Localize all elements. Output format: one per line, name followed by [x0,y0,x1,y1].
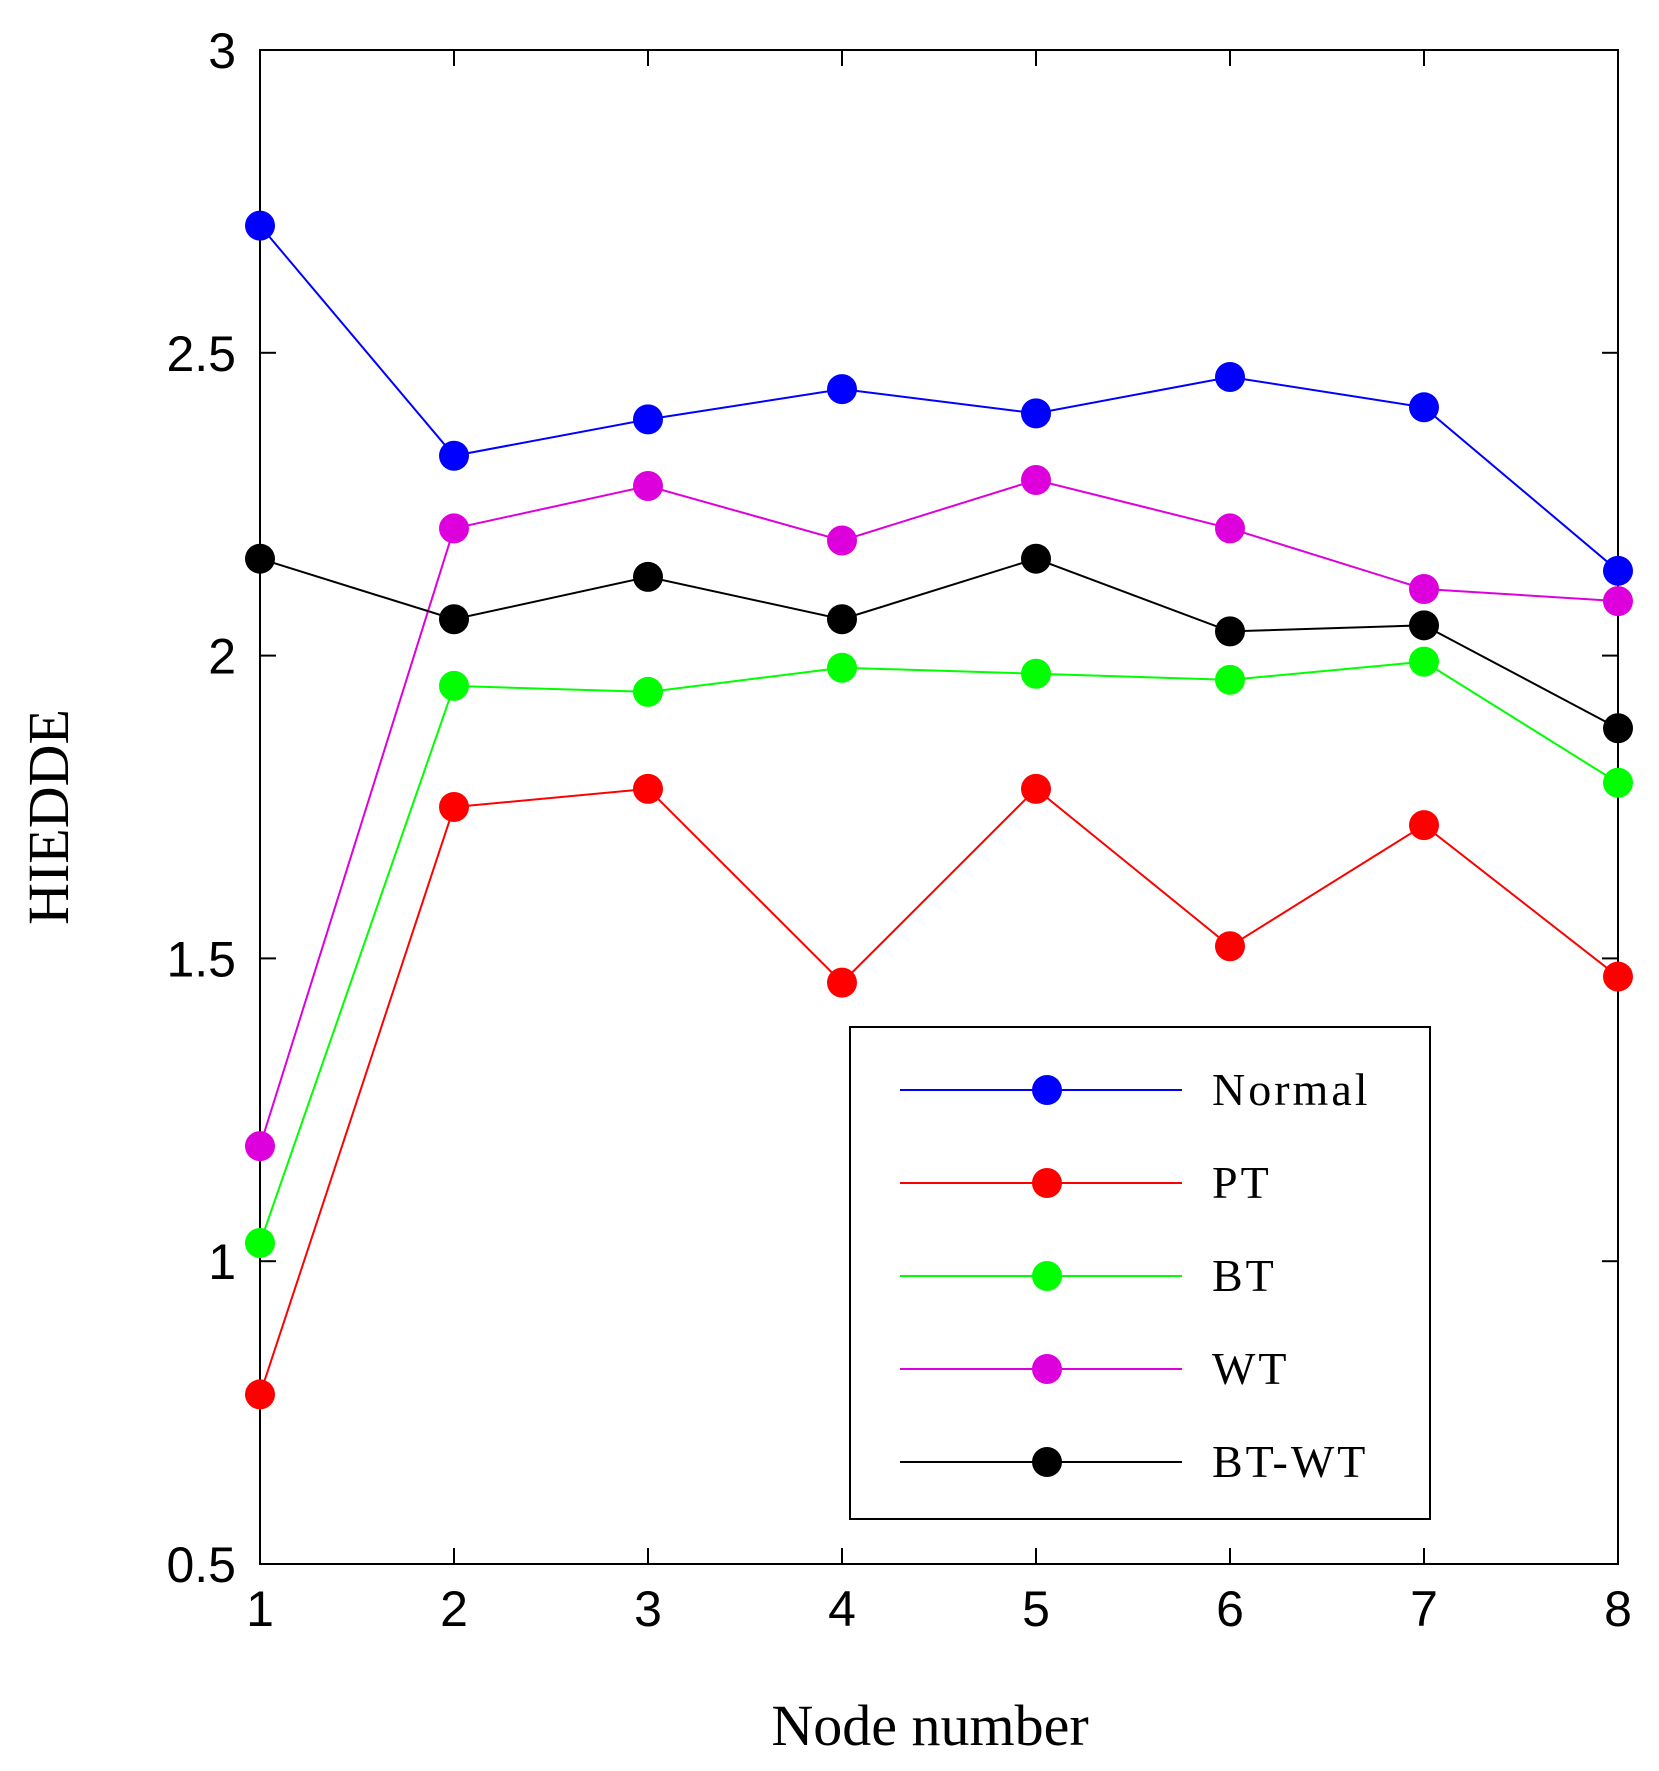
x-tick-label: 8 [1604,1581,1632,1637]
legend-label: PT [1212,1157,1272,1208]
series-bt [245,646,1633,1259]
data-point [1215,362,1245,393]
data-point [1021,398,1051,429]
y-axis-title: HIEDDE [16,709,81,925]
y-tick-label: 2 [208,629,236,685]
data-point [245,210,275,241]
series-wt [245,464,1633,1162]
series-line [259,478,1619,1147]
x-tick-label: 6 [1216,1581,1244,1637]
legend-marker [1032,1261,1062,1291]
legend-marker [1032,1447,1062,1477]
y-tick-label: 1.5 [166,931,236,987]
legend-label: BT [1212,1250,1277,1301]
x-tick-label: 1 [246,1581,274,1637]
data-point [439,513,469,544]
legend-marker [1032,1168,1062,1198]
series-bt-wt [245,543,1633,744]
y-tick-label: 3 [208,23,236,79]
data-point [1021,773,1051,804]
data-point [245,1228,275,1259]
data-point [827,374,857,405]
data-point [633,404,663,435]
data-point [827,525,857,556]
legend-marker [1032,1354,1062,1384]
series-line [259,787,1619,1395]
data-point [633,471,663,502]
data-point [1409,646,1439,677]
data-point [827,652,857,683]
x-tick-label: 5 [1022,1581,1050,1637]
data-point [245,1379,275,1410]
legend-label: WT [1212,1343,1290,1394]
data-point [1021,658,1051,689]
series-line [259,557,1619,730]
data-point [439,604,469,635]
data-point [1603,586,1633,617]
data-point [439,792,469,822]
data-point [1603,555,1633,586]
x-tick-label: 4 [828,1581,856,1637]
series-line [259,660,1619,1244]
data-point [633,561,663,592]
legend-label: Normal [1212,1064,1371,1115]
x-tick-label: 2 [440,1581,468,1637]
data-point [1409,610,1439,641]
data-point [633,773,663,804]
data-point [827,604,857,635]
data-point [439,670,469,701]
y-tick-label: 2.5 [166,326,236,382]
plot-frame [259,49,1619,1565]
data-point [1409,573,1439,604]
y-tick-label: 1 [208,1234,236,1290]
data-point [827,967,857,998]
data-point [633,676,663,707]
series-pt [245,773,1633,1410]
data-point [245,543,275,574]
data-point [1603,713,1633,744]
data-point [439,440,469,471]
data-point [1603,961,1633,992]
y-tick-label: 0.5 [166,1537,236,1593]
legend: Normal PT BT WT BT-WT [849,1026,1431,1520]
legend-marker [1032,1075,1062,1105]
x-tick-label: 3 [634,1581,662,1637]
data-point [1409,810,1439,841]
x-tick-label: 7 [1410,1581,1438,1637]
data-point [1021,464,1051,495]
data-point [1603,767,1633,798]
data-point [1215,664,1245,695]
data-point [1215,616,1245,647]
series-normal [245,210,1633,586]
x-axis-title: Node number [771,1693,1088,1758]
data-point [1215,513,1245,544]
data-point [245,1131,275,1162]
legend-box [849,1026,1431,1520]
series-line [259,224,1619,572]
data-point [1215,931,1245,962]
data-point [1409,392,1439,423]
data-point [1021,543,1051,574]
legend-label: BT-WT [1212,1436,1368,1487]
